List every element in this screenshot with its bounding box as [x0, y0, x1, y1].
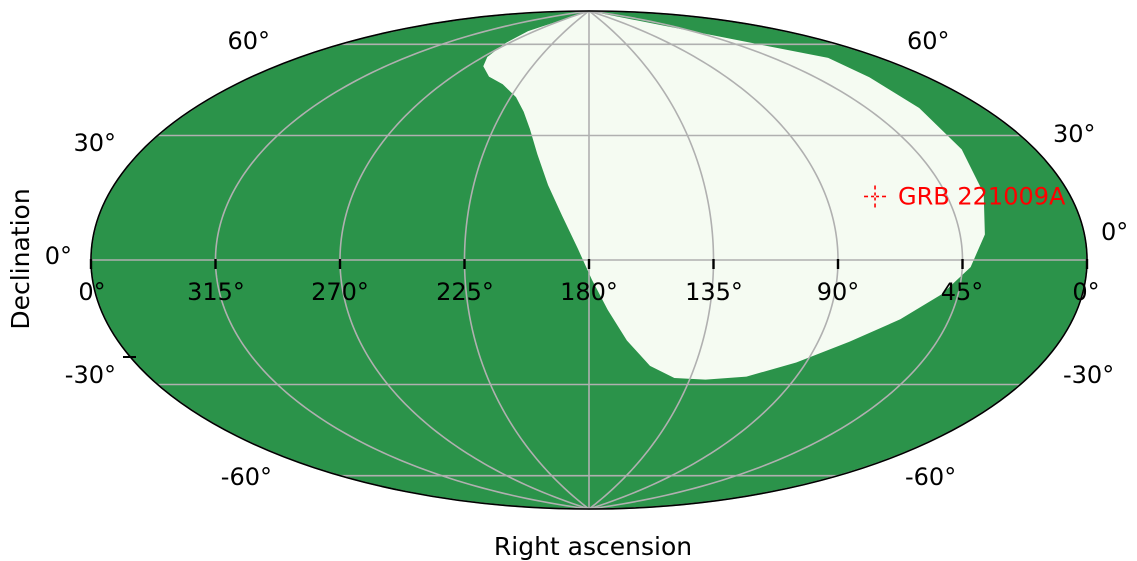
dec-tick-right-minus-60: -60°: [905, 463, 956, 491]
ra-tick-135: 135°: [685, 278, 743, 306]
dec-tick-right-30: 30°: [1053, 120, 1096, 148]
x-axis-title: Right ascension: [494, 532, 692, 561]
dec-tick-left-30: 30°: [73, 129, 116, 157]
ra-tick-90: 90°: [817, 278, 860, 306]
ra-tick-180: 180°: [560, 278, 618, 306]
y-axis-title: Declination: [6, 188, 35, 329]
dec-tick-right-60: 60°: [907, 27, 950, 55]
dec-tick-right-minus-30: -30°: [1063, 361, 1114, 389]
dec-tick-left-minus-30: -30°: [65, 361, 116, 389]
crosshair-icon: [864, 185, 887, 208]
ra-tick-0-left: 0°: [78, 278, 105, 306]
ra-tick-225: 225°: [436, 278, 494, 306]
dec-tick-left-60: 60°: [227, 27, 270, 55]
dec-tick-left-minus-60: -60°: [221, 463, 272, 491]
ra-tick-45: 45°: [941, 278, 984, 306]
dec-tick-labels-left: 60° 30° 0° -30° -60°: [45, 27, 272, 491]
ra-tick-315: 315°: [187, 278, 245, 306]
dec-tick-labels-right: 60° 30° 0° -30° -60°: [905, 27, 1128, 491]
ra-tick-marks: [89, 259, 1089, 269]
ra-tick-270: 270°: [311, 278, 369, 306]
grb-source-label: GRB 221009A: [898, 182, 1066, 210]
ra-tick-labels: 0° 315° 270° 225° 180° 135° 90° 45° 0°: [78, 278, 1099, 306]
coordinate-grid: [90, 10, 1088, 510]
ra-tick-0-right: 0°: [1072, 278, 1099, 306]
dec-tick-left-0: 0°: [45, 242, 72, 270]
grb-source-marker: GRB 221009A: [864, 182, 1066, 210]
dec-tick-right-0: 0°: [1101, 218, 1128, 246]
